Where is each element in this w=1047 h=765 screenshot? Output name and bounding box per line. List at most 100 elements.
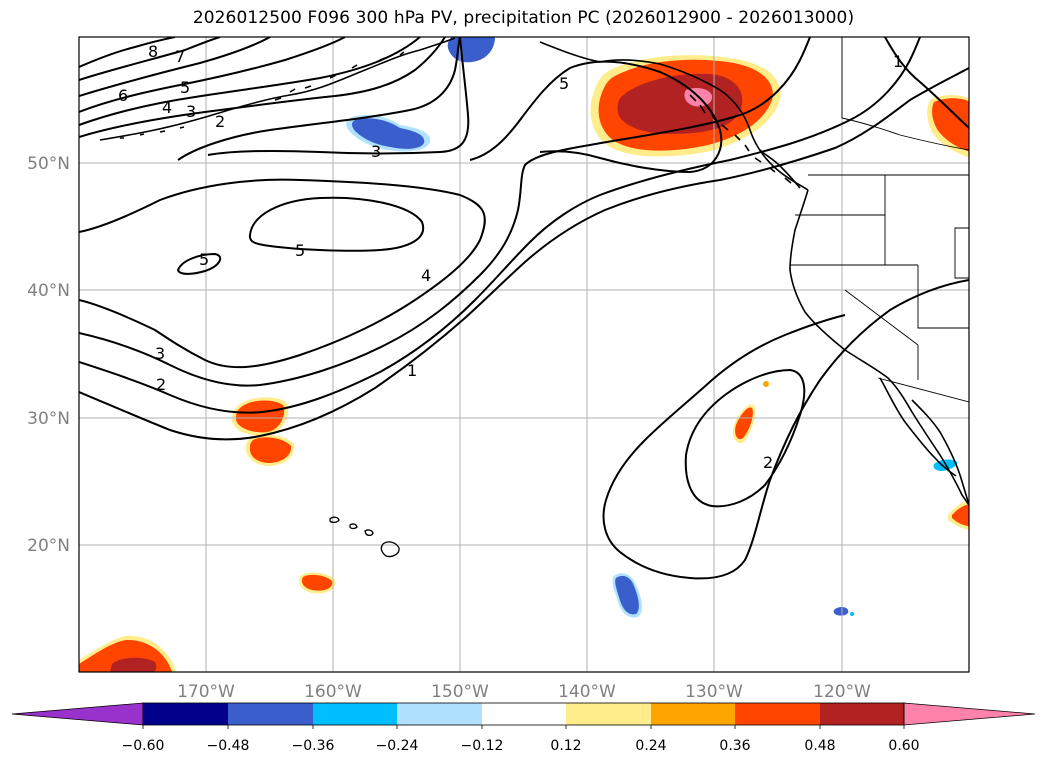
pv-contour-4a [79,37,421,126]
precip-positive-area-s-hawaii-core [302,574,333,591]
lon-label-120w: 120°W [813,682,871,702]
colorbar-bin [228,703,313,725]
pv-label: 1 [407,361,417,380]
precip-negative-area-aleutian-core [352,118,425,149]
pv-contour-7 [79,37,221,81]
precip-negative-area-small-south [833,607,849,616]
pv-label: 4 [421,266,431,285]
pv-label: 2 [156,375,166,394]
lat-label-50n: 50°N [27,154,70,174]
pv-label: 3 [155,344,165,363]
pv-contour-3c [79,37,811,387]
pv-label: 5 [295,241,305,260]
pv-label: 3 [371,142,381,161]
pv-label: 5 [199,250,209,269]
mexico-coast [911,399,969,506]
colorbar-tick-label: 0.24 [635,738,666,754]
colorbar-tick-label: 0.12 [550,738,581,754]
pv-contour-2b [79,37,921,414]
pv-label: 8 [148,42,158,61]
precip-negative-speck-south [850,612,854,616]
colorbar-tick-label: −0.24 [376,738,419,754]
lon-label-150w: 150°W [431,682,489,702]
plot-frame [78,36,970,673]
lat-label-30n: 30°N [27,409,70,429]
colorbar-tick-label: 0.36 [719,738,750,754]
precip-positive-area-130w-core [735,407,753,440]
hawaii-big-island [380,541,400,558]
precip-strong-area-bc [617,73,743,134]
pv-label: 7 [175,47,185,66]
precip-positive-area-w-hawaii-a-core [236,400,285,433]
colorbar-frame [142,702,905,726]
lon-label-140w: 140°W [558,682,616,702]
colorbar-bin [566,703,651,725]
pv-contour-3a [79,37,446,138]
pv-contour-1-south [602,279,969,580]
colorbar-tick-label: −0.60 [122,738,165,754]
latitude-labels: 50°N 40°N 30°N 20°N [27,154,70,556]
precip-positive-speck-130w [763,381,769,387]
colorbar-tick-label: −0.36 [292,738,335,754]
border-state-nv [917,265,969,329]
pv-label: 5 [559,74,569,93]
alaska-coast-islands [120,51,405,139]
longitude-labels: 170°W 160°W 150°W 140°W 130°W 120°W [177,682,871,702]
colorbar-tick-label: −0.48 [207,738,250,754]
pv-contour-1 [79,67,969,441]
colorbar-bin [735,703,820,725]
colorbar-bin [482,703,566,725]
pv-label: 2 [215,112,225,131]
graticule [79,37,969,672]
colorbar-tick-labels: −0.60 −0.48 −0.36 −0.24 −0.12 0.12 0.24 … [122,738,920,754]
colorbar-bin [397,703,482,725]
pv-contour-1-ne [884,37,969,129]
colorbar-extend-high [903,702,1036,726]
pv-contour-5c-small [176,252,222,275]
plot-area [79,37,969,672]
alaska-coast [99,37,456,141]
hawaii-islands [329,516,400,558]
lon-label-170w: 170°W [177,682,235,702]
colorbar-bin [143,703,228,725]
colorbar-bin [820,703,904,725]
colorbar: −0.60 −0.48 −0.36 −0.24 −0.12 0.12 0.24 … [11,702,1036,754]
lat-label-40n: 40°N [27,281,70,301]
pv-label: 4 [162,98,172,117]
border-bc-yukon [841,117,969,151]
coastlines [99,37,969,506]
pv-contour-6 [79,37,271,97]
colorbar-tick-label: −0.12 [461,738,504,754]
hawaii-kauai [329,516,340,524]
precip-positive-area-ne-corner-core [932,98,969,152]
precip-negative-area-140w-core [615,575,639,615]
pv-label: 2 [763,453,773,472]
pv-contour-2-loop [684,368,806,508]
pv-contour-8 [79,37,176,68]
pv-contour-5a [79,37,346,113]
colorbar-bin [313,703,397,725]
colorbar-tick-label: 0.60 [888,738,919,754]
pv-contour-2a [177,37,461,161]
colorbar-extend-low [11,702,144,726]
pv-contour-5-north [469,60,723,174]
hawaii-oahu [349,523,358,530]
pv-label: 6 [118,86,128,105]
border-us-mexico [877,377,969,403]
precip-positive-area-mexico-core [952,504,969,527]
pv-label: 3 [186,102,196,121]
colorbar-bin [651,703,735,725]
pv-contour-4 [79,178,486,369]
precip-strong-area-sw-corner [110,657,157,672]
colorbar-tick-label: 0.48 [804,738,835,754]
pv-label: 1 [893,52,903,71]
pv-contour-5b-loop [248,196,425,252]
borders [790,37,969,403]
vancouver-island [759,149,801,189]
lat-label-20n: 20°N [27,536,70,556]
pv-contours [79,37,969,580]
colorbar-ticks [142,725,905,729]
hawaii-maui [364,529,374,537]
map-title: 2026012500 F096 300 hPa PV, precipitatio… [192,8,855,28]
